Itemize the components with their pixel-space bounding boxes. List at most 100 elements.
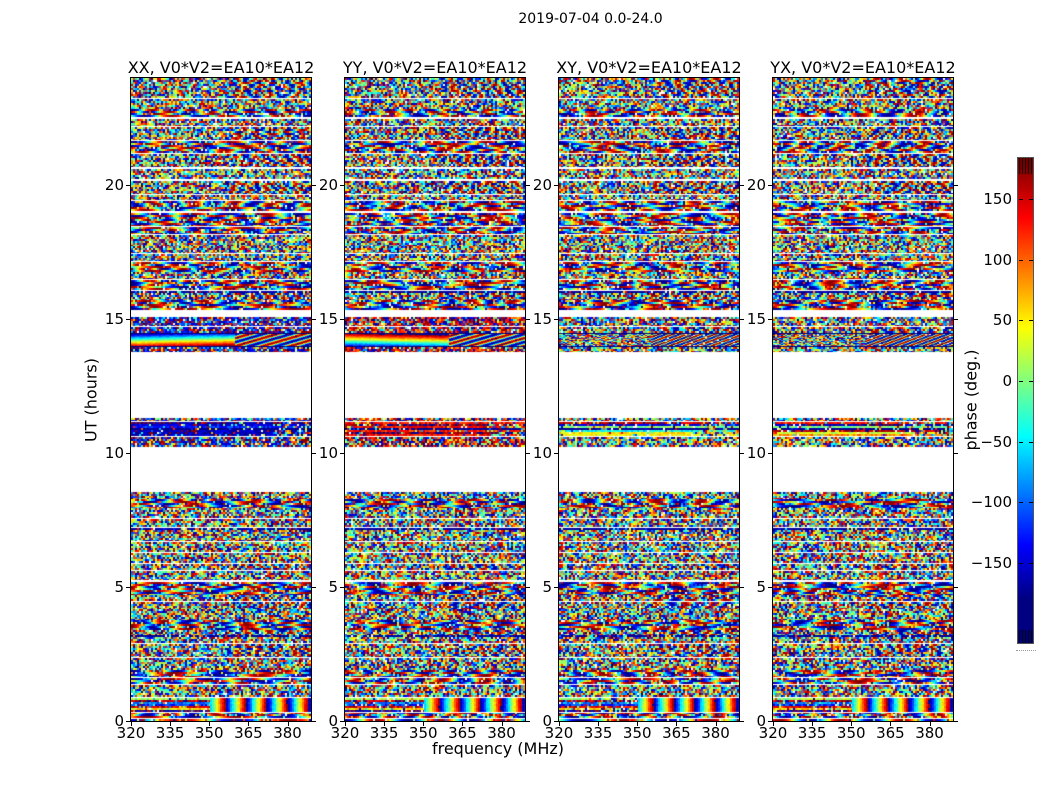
y-tick-label: 10	[746, 444, 766, 463]
y-tick-mark	[768, 319, 772, 321]
y-tick-label: 15	[532, 310, 552, 329]
y-tick-mark-right	[954, 319, 958, 321]
y-tick-label: 5	[542, 578, 552, 597]
x-tick-label: 320	[116, 724, 146, 742]
y-tick-label: 20	[532, 176, 552, 195]
x-tick-label: 335	[797, 724, 827, 742]
colorbar-canvas	[1018, 158, 1033, 643]
x-tick-label: 320	[330, 724, 360, 742]
x-tick-label: 365	[234, 724, 263, 742]
x-tick-mark	[209, 722, 211, 726]
colorbar-tick-mark-right	[1029, 199, 1033, 201]
colorbar-tick-label: 0	[1002, 372, 1012, 391]
x-tick-label: 365	[876, 724, 905, 742]
y-tick-mark-right	[740, 453, 744, 455]
y-tick-label: 5	[114, 578, 124, 597]
x-tick-label: 380	[915, 724, 944, 742]
colorbar-tick-mark-left	[1019, 320, 1023, 322]
x-tick-label: 380	[273, 724, 302, 742]
x-tick-label: 350	[194, 724, 224, 742]
panel-title-xx: XX, V0*V2=EA10*EA12	[127, 58, 315, 77]
y-tick-mark	[340, 721, 344, 722]
x-tick-mark	[287, 722, 289, 726]
y-tick-label: 10	[318, 444, 338, 463]
y-tick-label: 20	[746, 176, 766, 195]
x-tick-label: 320	[758, 724, 788, 742]
colorbar-tick-mark-right	[1029, 381, 1033, 383]
y-tick-mark	[126, 587, 130, 589]
x-axis-label: frequency (MHz)	[431, 739, 565, 758]
x-tick-mark	[462, 722, 464, 726]
y-tick-mark	[768, 453, 772, 455]
y-tick-label: 15	[104, 310, 124, 329]
panel-title-yy: YY, V0*V2=EA10*EA12	[342, 58, 528, 77]
y-tick-label: 0	[114, 712, 124, 730]
y-tick-mark	[340, 319, 344, 321]
y-tick-mark-right	[740, 587, 744, 589]
y-tick-mark-right	[312, 453, 316, 455]
panel-title-xy: XY, V0*V2=EA10*EA12	[556, 58, 742, 77]
x-tick-mark	[345, 722, 346, 726]
x-tick-mark	[598, 722, 600, 726]
y-tick-mark	[554, 453, 558, 455]
heatmap-panel-xx	[130, 77, 312, 722]
x-tick-label: 335	[155, 724, 185, 742]
y-tick-mark-right	[740, 185, 744, 187]
x-tick-mark	[423, 722, 425, 726]
y-tick-mark	[340, 453, 344, 455]
heatmap-canvas-yy	[345, 78, 525, 721]
y-tick-mark-right	[526, 587, 530, 589]
y-tick-mark	[554, 319, 558, 321]
y-tick-label: 20	[318, 176, 338, 195]
y-tick-mark	[126, 721, 130, 722]
colorbar-tick-mark-right	[1029, 259, 1033, 261]
y-tick-mark-right	[312, 185, 316, 187]
y-tick-mark-right	[526, 185, 530, 187]
x-tick-label: 365	[662, 724, 691, 742]
heatmap-canvas-xx	[131, 78, 311, 721]
colorbar-tick-label: −150	[970, 553, 1012, 572]
colorbar-tick-mark-left	[1019, 381, 1023, 383]
heatmap-panel-yy	[344, 77, 526, 722]
x-tick-label: 350	[622, 724, 652, 742]
colorbar-tick-mark-left	[1019, 562, 1023, 564]
y-tick-mark	[768, 587, 772, 589]
x-tick-mark	[248, 722, 250, 726]
y-tick-mark	[554, 721, 558, 722]
x-tick-mark	[851, 722, 853, 726]
y-tick-mark-right	[312, 319, 316, 321]
x-tick-mark	[812, 722, 814, 726]
x-tick-mark	[501, 722, 503, 726]
y-tick-label: 20	[104, 176, 124, 195]
colorbar-tick-label: 150	[983, 190, 1012, 209]
y-tick-label: 5	[328, 578, 338, 597]
x-tick-label: 335	[583, 724, 613, 742]
y-tick-mark	[126, 453, 130, 455]
y-tick-label: 15	[318, 310, 338, 329]
x-tick-mark	[890, 722, 892, 726]
x-tick-label: 350	[408, 724, 438, 742]
y-tick-mark	[768, 721, 772, 722]
y-tick-mark	[126, 185, 130, 187]
colorbar-tick-label: −100	[970, 493, 1012, 512]
y-axis-label: UT (hours)	[81, 357, 101, 443]
x-tick-label: 320	[544, 724, 574, 742]
y-tick-mark-right	[526, 453, 530, 455]
y-tick-mark	[340, 587, 344, 589]
x-tick-mark	[715, 722, 717, 726]
y-tick-label: 10	[532, 444, 552, 463]
colorbar-tick-mark-right	[1029, 320, 1033, 322]
x-tick-mark	[384, 722, 386, 726]
x-tick-mark	[559, 722, 560, 726]
colorbar-tick-mark-left	[1019, 199, 1023, 201]
x-tick-label: 380	[701, 724, 730, 742]
y-tick-mark-right	[740, 319, 744, 321]
x-tick-mark	[131, 722, 132, 726]
x-tick-mark	[676, 722, 678, 726]
colorbar-tick-mark-left	[1019, 259, 1023, 261]
y-tick-label: 15	[746, 310, 766, 329]
colorbar-tick-mark-left	[1019, 502, 1023, 504]
y-tick-label: 0	[756, 712, 766, 730]
heatmap-panel-yx	[772, 77, 954, 722]
